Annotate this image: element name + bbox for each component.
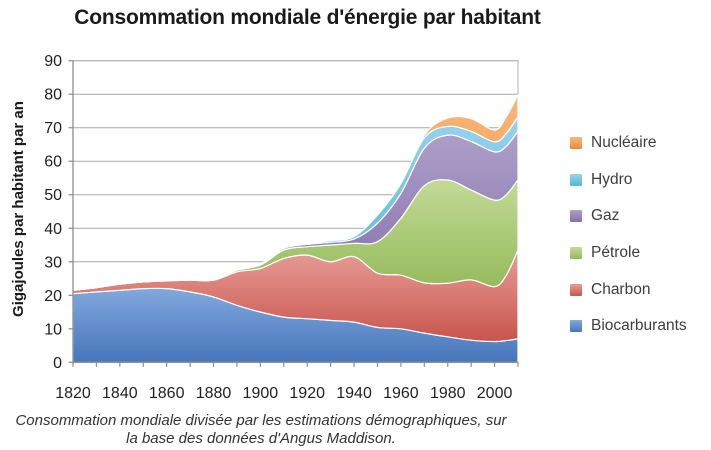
legend-label: Hydro: [591, 170, 633, 188]
x-tick-label-1980: 1980: [430, 385, 466, 402]
caption-line-2: la base des données d'Angus Maddison.: [126, 430, 396, 447]
chart-title: Consommation mondiale d'énergie par habi…: [74, 6, 541, 29]
biocarburants-swatch-icon: [570, 320, 582, 333]
y-tick-label-30: 30: [44, 254, 62, 271]
caption-line-1: Consommation mondiale divisée par les es…: [15, 412, 507, 429]
petrole-swatch-icon: [570, 247, 582, 260]
y-tick-label-90: 90: [44, 53, 62, 70]
x-tick-label-1860: 1860: [149, 385, 185, 402]
legend-label: Pétrole: [591, 244, 641, 262]
legend-label: Nucléaire: [591, 134, 657, 152]
x-tick-label-1960: 1960: [383, 385, 419, 402]
chart-caption: Consommation mondiale divisée par les es…: [0, 412, 522, 448]
y-tick-label-40: 40: [44, 221, 62, 238]
legend-item-petrole: Pétrole: [570, 235, 710, 272]
nucleaire-swatch-icon: [570, 137, 582, 150]
y-tick-label-0: 0: [53, 355, 62, 372]
area-band-nucleaire: [72, 94, 519, 291]
legend-label: Charbon: [591, 280, 651, 298]
legend-item-nucleaire: Nucléaire: [570, 125, 710, 162]
charbon-swatch-icon: [570, 283, 582, 296]
y-tick-label-50: 50: [44, 187, 62, 204]
x-tick-label-1900: 1900: [243, 385, 279, 402]
gaz-swatch-icon: [570, 210, 582, 223]
hydro-swatch-icon: [570, 173, 582, 186]
y-tick-label-70: 70: [44, 120, 62, 137]
legend-item-hydro: Hydro: [570, 162, 710, 199]
legend-item-biocarburants: Biocarburants: [570, 308, 710, 345]
y-tick-label-60: 60: [44, 154, 62, 171]
legend-item-gaz: Gaz: [570, 198, 710, 235]
x-tick-label-1840: 1840: [102, 385, 138, 402]
legend-label: Biocarburants: [591, 317, 687, 335]
chart-legend: Nucléaire Hydro Gaz Pétrole Charbon Bioc…: [570, 125, 710, 345]
y-tick-label-80: 80: [44, 87, 62, 104]
x-tick-label-1880: 1880: [196, 385, 232, 402]
y-tick-label-20: 20: [44, 288, 62, 305]
x-tick-label-1920: 1920: [289, 385, 325, 402]
legend-item-charbon: Charbon: [570, 271, 710, 308]
y-tick-label-10: 10: [44, 321, 62, 338]
x-tick-label-1940: 1940: [336, 385, 372, 402]
legend-label: Gaz: [591, 207, 620, 225]
x-tick-label-1820: 1820: [55, 385, 91, 402]
x-tick-label-2000: 2000: [477, 385, 513, 402]
